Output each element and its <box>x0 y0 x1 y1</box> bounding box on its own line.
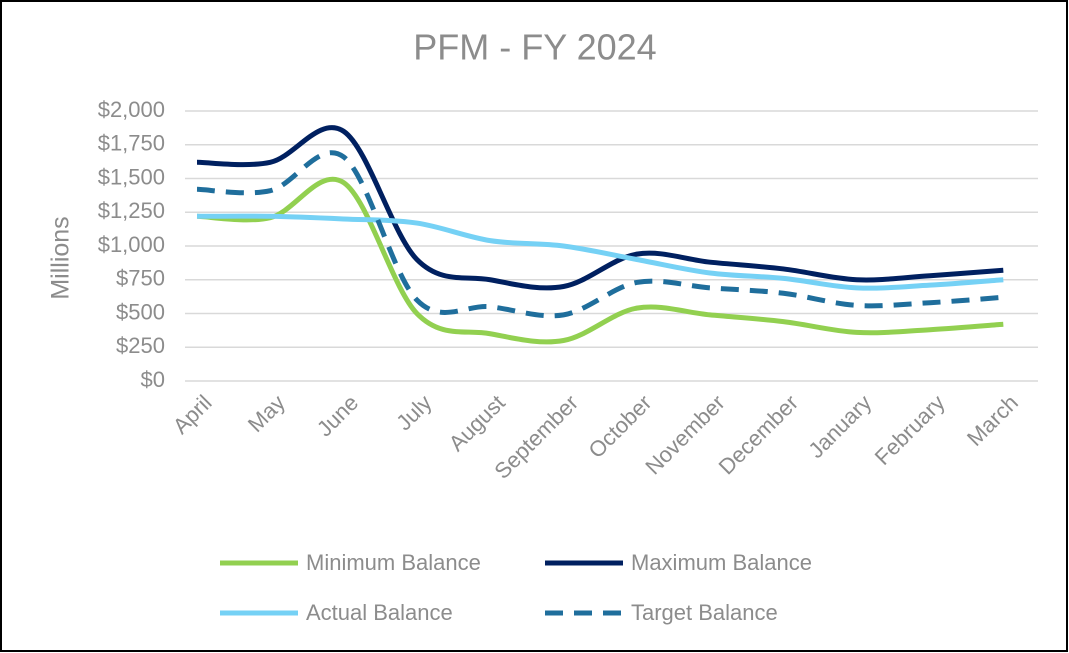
y-tick-label: $0 <box>141 367 165 392</box>
series-line <box>196 213 1004 291</box>
y-tick-label: $1,750 <box>98 131 165 156</box>
legend-label: Minimum Balance <box>306 550 481 575</box>
series-line <box>196 125 1004 291</box>
y-axis-label: Millions <box>47 216 75 299</box>
y-tick-label: $2,000 <box>98 97 165 122</box>
legend-label: Maximum Balance <box>631 550 812 575</box>
y-tick-label: $250 <box>116 333 165 358</box>
series-line <box>196 150 1004 319</box>
legend-label: Actual Balance <box>306 600 453 625</box>
y-tick-label: $1,250 <box>98 198 165 223</box>
y-tick-label: $500 <box>116 299 165 324</box>
legend-label: Target Balance <box>631 600 778 625</box>
chart-title: PFM - FY 2024 <box>413 27 656 68</box>
series-line <box>196 176 1004 345</box>
y-tick-label: $750 <box>116 266 165 291</box>
y-tick-label: $1,000 <box>98 232 165 257</box>
y-tick-label: $1,500 <box>98 164 165 189</box>
